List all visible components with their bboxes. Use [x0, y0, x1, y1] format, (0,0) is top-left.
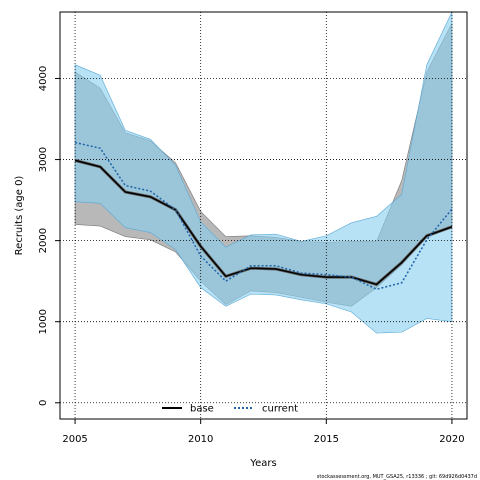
x-axis-label: Years [249, 458, 276, 469]
y-tick-label: 2000 [38, 228, 49, 253]
footer-text: stockassessment.org, MUT_GSA25, r13336 ;… [317, 474, 477, 480]
plot-frame [59, 11, 468, 420]
y-axis-label: Recruits (age 0) [14, 176, 25, 256]
x-tick-label: 2010 [188, 434, 213, 445]
series-lines [74, 141, 453, 291]
y-tick-label: 4000 [38, 66, 49, 91]
band-current [74, 12, 453, 334]
y-tick-label: 0 [38, 400, 49, 406]
line-current [74, 141, 453, 291]
legend: base current [162, 404, 298, 415]
confidence-bands [74, 12, 453, 334]
y-tick-label: 1000 [38, 309, 49, 334]
x-tick-label: 2020 [439, 434, 464, 445]
legend-label-base: base [190, 404, 214, 415]
legend-label-current: current [262, 404, 298, 415]
x-tick-label: 2005 [62, 434, 87, 445]
y-tick-label: 3000 [38, 147, 49, 172]
line-base [74, 159, 453, 286]
x-tick-label: 2015 [314, 434, 339, 445]
grid [60, 12, 467, 419]
axes: 2005 2010 2015 2020 0 1000 2000 3000 4000 [38, 66, 465, 445]
